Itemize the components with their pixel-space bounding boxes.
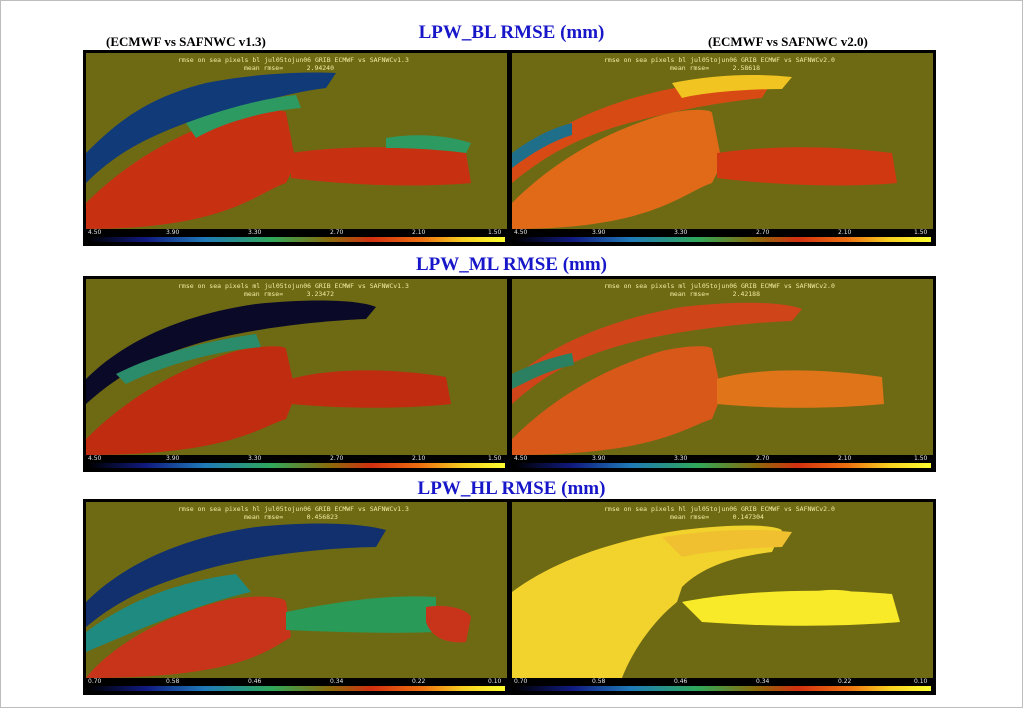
annotation-line1: rmse on sea pixels ml jul05tojun06 GRIB …	[178, 282, 409, 290]
colorbar-gradient	[88, 686, 505, 691]
colorbar-tick: 1.50	[488, 229, 502, 236]
colorbar-gradient	[514, 686, 931, 691]
colorbar-tick: 2.10	[838, 229, 852, 236]
annotation-line1: rmse on sea pixels hl jul05tojun06 GRIB …	[604, 505, 835, 513]
annotation-line1: rmse on sea pixels hl jul05tojun06 GRIB …	[178, 505, 409, 513]
colorbar-tick: 2.70	[756, 455, 770, 462]
row-lpw-bl: rmse on sea pixels bl jul05tojun06 GRIB …	[83, 50, 936, 246]
label-v20: (ECMWF vs SAFNWC v2.0)	[708, 34, 868, 49]
sea-field	[512, 525, 900, 678]
colorbar: 4.50 3.90 3.30 2.70 2.10 1.50	[512, 229, 933, 243]
colorbar-tick: 0.10	[914, 678, 928, 685]
colorbar: 0.70 0.58 0.46 0.34 0.22 0.10	[86, 678, 507, 692]
colorbar-tick: 3.90	[166, 229, 180, 236]
colorbar-gradient	[514, 237, 931, 242]
colorbar-tick: 4.50	[514, 229, 528, 236]
colorbar-tick: 3.90	[166, 455, 180, 462]
sea-field	[86, 72, 471, 229]
annotation-line1: rmse on sea pixels bl jul05tojun06 GRIB …	[604, 56, 835, 64]
colorbar-tick: 4.50	[514, 455, 528, 462]
colorbar-tick: 0.70	[88, 678, 102, 685]
colorbar-tick: 1.50	[488, 455, 502, 462]
colorbar-tick: 0.10	[488, 678, 502, 685]
title-lpw-bl: LPW_BL RMSE (mm)	[418, 22, 605, 43]
colorbar-tick: 0.70	[514, 678, 528, 685]
colorbar-tick: 2.10	[412, 229, 426, 236]
colorbar-tick: 2.70	[330, 455, 344, 462]
colorbar-tick: 4.50	[88, 229, 102, 236]
sea-field	[512, 75, 897, 229]
annotation-mean: mean rmse= 0.147304	[670, 513, 764, 521]
row-lpw-ml: rmse on sea pixels ml jul05tojun06 GRIB …	[83, 276, 936, 472]
title-lpw-ml: LPW_ML RMSE (mm)	[415, 254, 608, 275]
colorbar: 0.70 0.58 0.46 0.34 0.22 0.10	[512, 678, 933, 692]
colorbar-gradient	[514, 463, 931, 468]
colorbar: 4.50 3.90 3.30 2.70 2.10 1.50	[86, 229, 507, 243]
colorbar-tick: 3.30	[248, 229, 262, 236]
colorbar-tick: 0.22	[412, 678, 426, 685]
colorbar-tick: 0.46	[674, 678, 688, 685]
annotation-mean: mean rmse= 2.42188	[670, 290, 761, 298]
colorbar-tick: 3.30	[674, 455, 688, 462]
map-panel-bl-v20: rmse on sea pixels bl jul05tojun06 GRIB …	[512, 53, 933, 243]
colorbar-tick: 0.34	[330, 678, 344, 685]
annotation-line1: rmse on sea pixels ml jul05tojun06 GRIB …	[604, 282, 835, 290]
annotation-mean: mean rmse= 3.23472	[244, 290, 335, 298]
map-panel-ml-v20: rmse on sea pixels ml jul05tojun06 GRIB …	[512, 279, 933, 469]
colorbar-tick: 3.30	[248, 455, 262, 462]
colorbar: 4.50 3.90 3.30 2.70 2.10 1.50	[86, 455, 507, 469]
colorbar-gradient	[88, 237, 505, 242]
colorbar-tick: 4.50	[88, 455, 102, 462]
colorbar-tick: 0.58	[592, 678, 606, 685]
colorbar-tick: 2.10	[412, 455, 426, 462]
colorbar-tick: 0.22	[838, 678, 852, 685]
colorbar-tick: 3.90	[592, 455, 606, 462]
colorbar-tick: 0.58	[166, 678, 180, 685]
colorbar-tick: 2.70	[756, 229, 770, 236]
colorbar-tick: 0.46	[248, 678, 262, 685]
annotation-line1: rmse on sea pixels bl jul05tojun06 GRIB …	[178, 56, 409, 64]
sea-field	[86, 523, 471, 678]
sea-field	[86, 300, 451, 455]
map-panel-ml-v13: rmse on sea pixels ml jul05tojun06 GRIB …	[86, 279, 507, 469]
colorbar-tick: 1.50	[914, 229, 928, 236]
annotation-mean: mean rmse= 0.456823	[244, 513, 338, 521]
colorbar-gradient	[88, 463, 505, 468]
sea-field	[512, 302, 884, 455]
colorbar-tick: 3.30	[674, 229, 688, 236]
annotation-mean: mean rmse= 2.94240	[244, 64, 335, 72]
annotation-mean: mean rmse= 2.58618	[670, 64, 761, 72]
colorbar-tick: 1.50	[914, 455, 928, 462]
map-panel-hl-v20: rmse on sea pixels hl jul05tojun06 GRIB …	[512, 502, 933, 692]
row-lpw-hl: rmse on sea pixels hl jul05tojun06 GRIB …	[83, 499, 936, 695]
colorbar-tick: 3.90	[592, 229, 606, 236]
colorbar: 4.50 3.90 3.30 2.70 2.10 1.50	[512, 455, 933, 469]
colorbar-tick: 2.70	[330, 229, 344, 236]
map-panel-bl-v13: rmse on sea pixels bl jul05tojun06 GRIB …	[86, 53, 507, 243]
label-v13: (ECMWF vs SAFNWC v1.3)	[106, 34, 266, 49]
colorbar-tick: 0.34	[756, 678, 770, 685]
map-panel-hl-v13: rmse on sea pixels hl jul05tojun06 GRIB …	[86, 502, 507, 692]
colorbar-tick: 2.10	[838, 455, 852, 462]
title-lpw-hl: LPW_HL RMSE (mm)	[417, 478, 606, 499]
